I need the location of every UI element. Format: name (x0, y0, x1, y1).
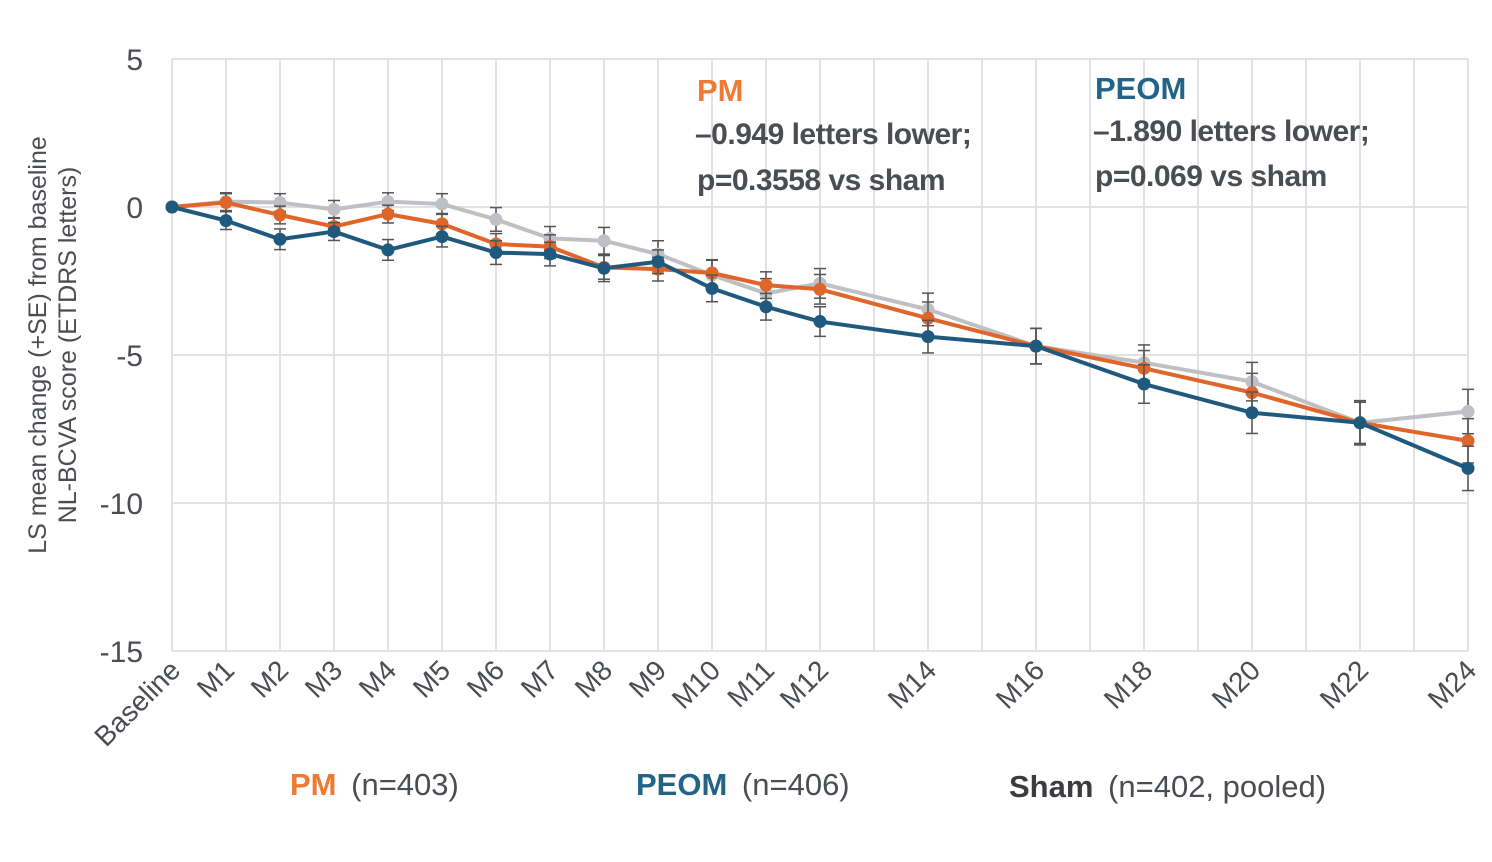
annotation-pm-title: PM (697, 73, 744, 108)
data-point-pm (273, 208, 287, 222)
annotation-pm-line-1: –0.949 letters lower; (695, 118, 971, 151)
data-point-pm (813, 282, 827, 296)
data-point-peom (705, 281, 719, 295)
data-point-peom (759, 300, 773, 314)
data-point-pm (435, 217, 449, 231)
legend: PM (n=403) PEOM (n=406) Sham (n=402, poo… (290, 767, 1326, 804)
annotation-pm: PM –0.949 letters lower; p=0.3558 vs sha… (695, 73, 972, 197)
data-point-peom (381, 243, 395, 257)
legend-pm-detail: (n=403) (351, 767, 459, 802)
y-tick-label: -15 (100, 636, 143, 669)
data-point-sham (489, 212, 503, 226)
y-tick-label: -10 (100, 488, 143, 521)
data-point-sham (1461, 405, 1475, 419)
data-point-peom (489, 246, 503, 260)
x-tick-label: M7 (515, 654, 564, 703)
legend-item-pm: PM (n=403) (290, 767, 459, 802)
x-tick-label: M8 (569, 654, 618, 703)
data-point-peom (1353, 416, 1367, 430)
y-tick-label: 0 (126, 192, 143, 225)
y-axis-title-line-1: LS mean change (+SE) from baseline (24, 136, 52, 554)
x-tick-label: M9 (623, 654, 672, 703)
x-tick-label: M24 (1422, 654, 1482, 714)
data-point-pm (759, 278, 773, 292)
x-tick-label: M20 (1206, 654, 1266, 714)
legend-peom-name: PEOM (636, 767, 727, 802)
annotation-peom: PEOM –1.890 letters lower; p=0.069 vs sh… (1093, 71, 1370, 193)
data-point-pm (705, 266, 719, 280)
data-point-pm (219, 196, 233, 210)
data-point-sham (435, 197, 449, 211)
legend-sham-detail: (n=402, pooled) (1108, 769, 1326, 804)
data-point-peom (327, 225, 341, 239)
data-point-peom (273, 232, 287, 246)
y-tick-label: 5 (126, 44, 143, 77)
data-point-sham (597, 234, 611, 248)
x-tick-label: M22 (1314, 654, 1374, 714)
x-tick-label: M6 (461, 654, 510, 703)
legend-sham-name: Sham (1009, 769, 1093, 804)
series-peom (165, 200, 1475, 492)
x-tick-label: Baseline (88, 654, 186, 752)
x-tick-label: M12 (774, 654, 834, 714)
data-point-sham (327, 202, 341, 216)
data-point-peom (435, 230, 449, 244)
x-tick-label: M16 (990, 654, 1050, 714)
data-point-peom (651, 255, 665, 269)
data-point-peom (1245, 406, 1259, 420)
x-tick-label: M4 (353, 654, 402, 703)
x-tick-label: M18 (1098, 654, 1158, 714)
y-axis: 5 0 -5 -10 -15 (100, 44, 143, 669)
y-tick-label: -5 (116, 340, 143, 373)
x-tick-label: M5 (407, 654, 456, 703)
x-tick-label: M14 (882, 654, 942, 714)
series-group (165, 192, 1475, 492)
annotation-peom-line-2: p=0.069 vs sham (1095, 160, 1327, 193)
data-point-pm (1461, 434, 1475, 448)
annotation-peom-title: PEOM (1095, 71, 1186, 106)
data-point-peom (1029, 339, 1043, 353)
legend-peom-detail: (n=406) (742, 767, 850, 802)
legend-pm-name: PM (290, 767, 337, 802)
x-tick-label: M11 (721, 654, 780, 713)
data-point-peom (1461, 461, 1475, 475)
y-axis-title: LS mean change (+SE) from baseline NL-BC… (24, 136, 82, 554)
legend-item-peom: PEOM (n=406) (636, 767, 850, 802)
legend-item-sham: Sham (n=402, pooled) (1009, 769, 1326, 804)
data-point-peom (597, 261, 611, 275)
data-point-peom (543, 247, 557, 261)
data-point-pm (381, 207, 395, 221)
annotation-peom-line-1: –1.890 letters lower; (1093, 115, 1369, 148)
data-point-peom (219, 214, 233, 228)
data-point-pm (921, 311, 935, 325)
data-point-peom (813, 315, 827, 329)
y-axis-title-line-2: NL-BCVA score (ETDRS letters) (54, 167, 82, 524)
data-point-peom (1137, 377, 1151, 391)
x-tick-label: M2 (245, 654, 294, 703)
x-tick-label: M10 (666, 654, 726, 714)
x-tick-label: M3 (299, 654, 348, 703)
data-point-peom (921, 330, 935, 344)
x-tick-label: M1 (191, 654, 240, 703)
data-point-peom (165, 200, 179, 214)
annotation-pm-line-2: p=0.3558 vs sham (697, 164, 945, 197)
